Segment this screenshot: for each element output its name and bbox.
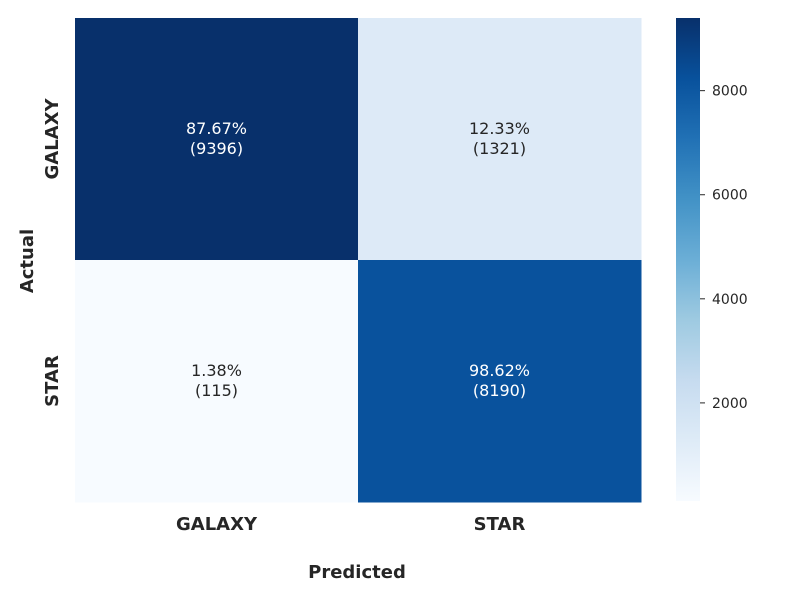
y-tick-label-galaxy: GALAXY xyxy=(42,98,63,180)
cell-percent-label: 12.33% xyxy=(469,119,530,138)
cell-percent-label: 98.62% xyxy=(469,361,530,380)
colorbar-ticks: 2000 4000 6000 8000 xyxy=(700,84,748,412)
cell-count-label: (9396) xyxy=(190,139,243,158)
cell-count-label: (1321) xyxy=(473,139,526,158)
cell-percent-label: 87.67% xyxy=(186,119,247,138)
heatmap-cells xyxy=(75,18,642,503)
colorbar: 2000 4000 6000 8000 xyxy=(676,18,748,501)
heatmap-cell-labels: 87.67%(9396) 12.33%(1321) 1.38%(115) 98.62%… xyxy=(186,119,530,400)
heatmap-cell-star-star xyxy=(358,260,642,503)
cell-count-label: (8190) xyxy=(473,381,526,400)
colorbar-gradient xyxy=(676,18,700,501)
cell-percent-label: 1.38% xyxy=(191,361,242,380)
x-tick-label-galaxy: GALAXY xyxy=(176,514,258,535)
heatmap-cell-star-galaxy xyxy=(75,260,359,503)
x-tick-label-star: STAR xyxy=(474,514,526,535)
y-tick-label-star: STAR xyxy=(42,355,63,407)
heatmap-cell-galaxy-galaxy xyxy=(75,18,359,261)
colorbar-tick-label: 4000 xyxy=(712,292,748,308)
y-axis-title: Actual xyxy=(17,229,38,293)
colorbar-tick-label: 8000 xyxy=(712,84,748,100)
colorbar-tick-label: 6000 xyxy=(712,188,748,204)
y-axis-tick-labels: GALAXY STAR xyxy=(42,98,63,407)
colorbar-tick-label: 2000 xyxy=(712,396,748,412)
x-axis-title: Predicted xyxy=(308,562,406,583)
heatmap-cell-galaxy-star xyxy=(358,18,642,261)
cell-count-label: (115) xyxy=(195,381,238,400)
x-axis-tick-labels: GALAXY STAR xyxy=(176,514,525,535)
